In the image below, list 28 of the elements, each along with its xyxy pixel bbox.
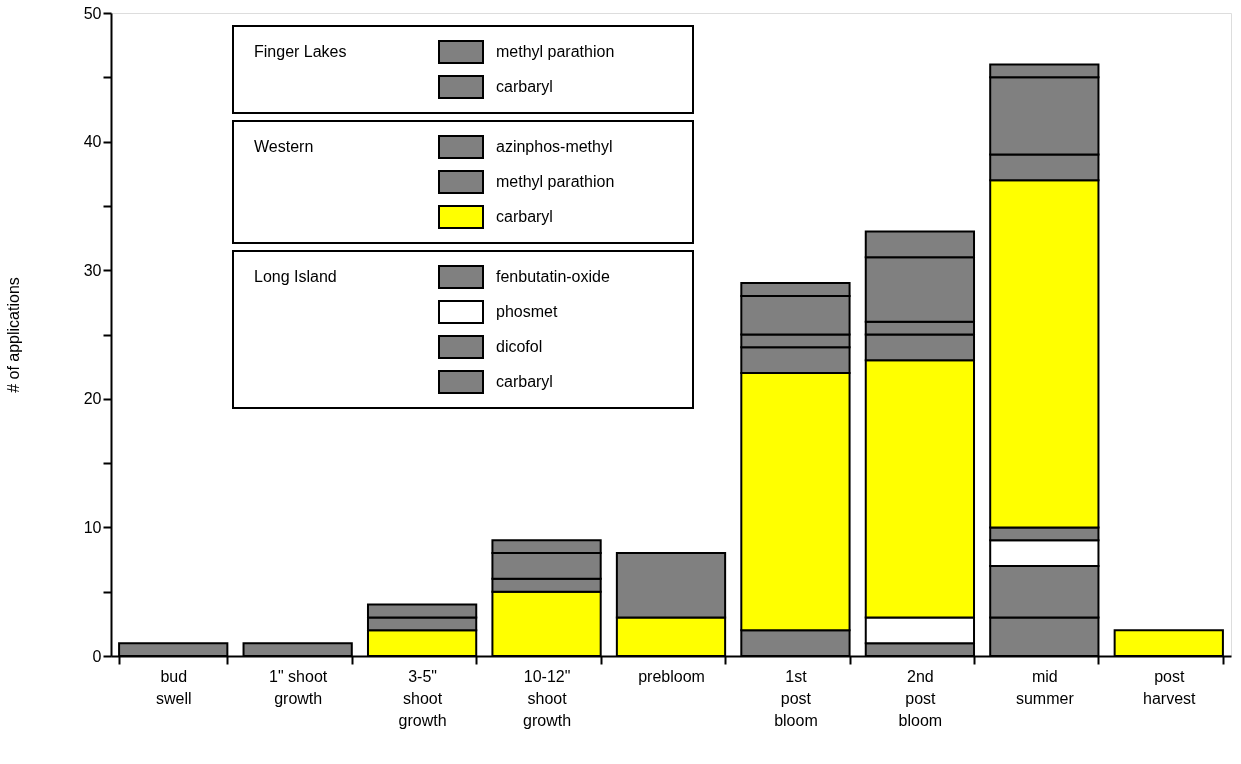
legend-label: phosmet	[496, 303, 558, 320]
y-tick-label: 0	[92, 647, 102, 665]
legend-label: dicofol	[496, 338, 543, 355]
y-tick-label: 20	[83, 390, 102, 408]
legend-label: carbaryl	[496, 78, 553, 95]
legend-label: fenbutatin-oxide	[496, 268, 610, 285]
x-tick-label: mid summer	[1015, 667, 1075, 707]
legend-label: carbaryl	[496, 208, 553, 225]
legend-label: methyl parathion	[496, 173, 615, 190]
x-tick-label: bud swell	[155, 667, 192, 707]
annotation: Long Island	[254, 268, 337, 285]
y-tick-label: 10	[83, 518, 102, 536]
y-tick-label: 50	[83, 4, 102, 22]
legend-label: azinphos-methyl	[496, 138, 613, 155]
x-tick-label: 10-12" shoot growth	[523, 667, 572, 729]
y-tick-label: 30	[83, 261, 102, 279]
annotation: Western	[254, 138, 314, 155]
x-tick-label: 1" shoot growth	[269, 667, 328, 707]
annotation: Finger Lakes	[254, 43, 347, 60]
x-tick-label: 1st post bloom	[774, 667, 818, 729]
x-tick-label: prebloom	[638, 667, 705, 685]
x-tick-label: 2nd post bloom	[898, 667, 943, 729]
x-tick-label: post harvest	[1143, 667, 1197, 707]
legend-label: methyl parathion	[496, 43, 615, 60]
legend-label: carbaryl	[496, 373, 553, 390]
y-tick-label: 40	[83, 133, 102, 151]
x-tick-label: 3-5" shoot growth	[398, 667, 447, 729]
y-axis-title: # of applications	[4, 277, 22, 393]
